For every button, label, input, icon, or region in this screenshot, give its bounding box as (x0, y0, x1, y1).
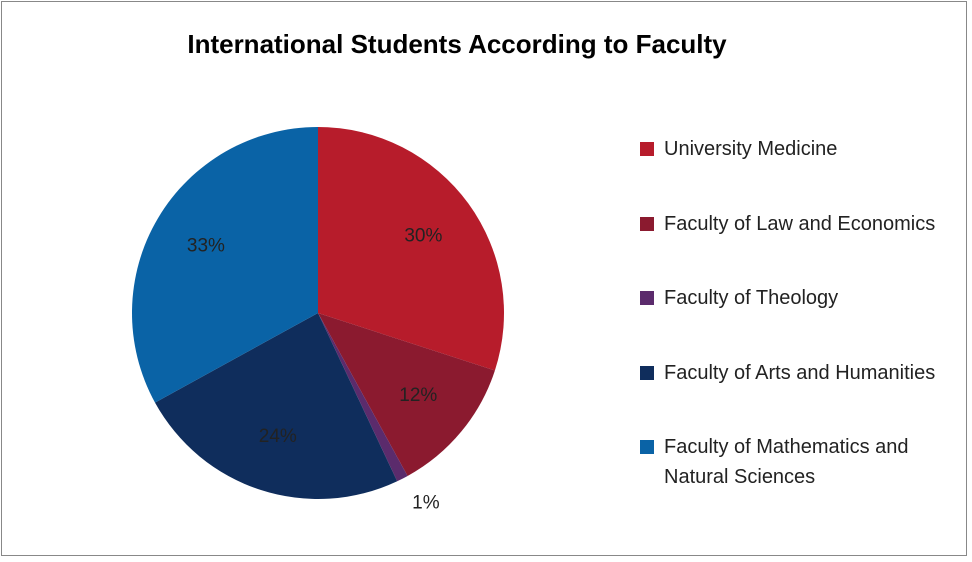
legend-swatch (640, 440, 654, 454)
data-label: 30% (404, 225, 442, 246)
legend-swatch (640, 142, 654, 156)
legend-entry: Faculty of Law and Economics (640, 209, 954, 239)
pie-slice (318, 127, 504, 371)
legend-label: Faculty of Arts and Humanities (664, 361, 936, 384)
chart-title: International Students According to Facu… (187, 29, 727, 59)
legend-label: Faculty of Mathematics and Natural Scien… (664, 436, 909, 488)
legend-label: University Medicine (664, 138, 838, 160)
data-label: 33% (187, 236, 225, 257)
data-label: 12% (399, 385, 437, 406)
pie-slice (155, 313, 398, 499)
legend-swatch (640, 365, 654, 380)
legend-label: Faculty of Theology (664, 287, 839, 309)
legend-label: Faculty of Law and Economics (664, 212, 936, 235)
data-label: 1% (412, 492, 440, 513)
pie-slice (318, 313, 495, 476)
pie-slice (132, 127, 318, 403)
legend-entry: Faculty of Theology (640, 283, 954, 313)
legend-entry: Faculty of Arts and Humanities (640, 358, 954, 388)
legend-entry: University Medicine (640, 134, 954, 164)
pie-slice (318, 313, 408, 482)
legend-swatch (640, 216, 654, 231)
data-label: 24% (259, 426, 297, 447)
legend-entry: Faculty of Mathematics and Natural Scien… (640, 432, 954, 492)
legend-swatch (640, 291, 654, 305)
